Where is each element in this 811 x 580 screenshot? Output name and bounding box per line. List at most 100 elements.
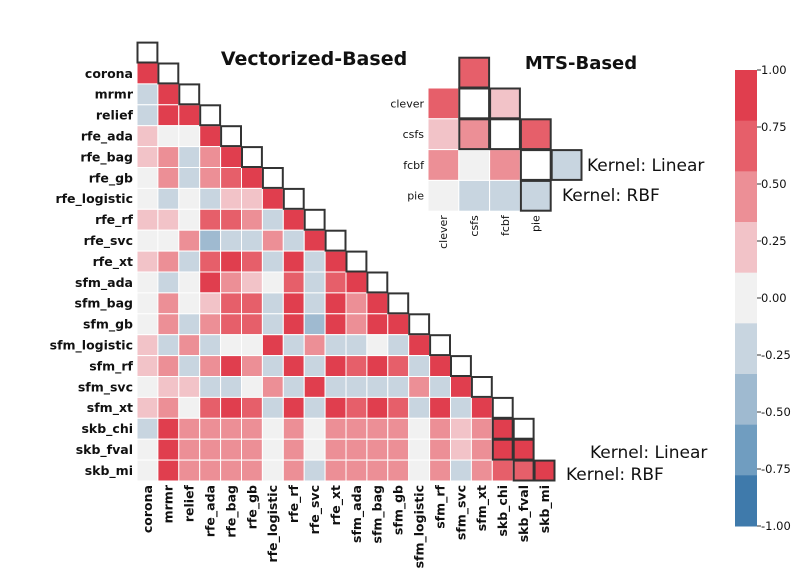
heat-cell-sfm_xt-sfm_xt	[470, 396, 493, 419]
heat-cell-rfe_xt-rfe_xt	[324, 250, 347, 273]
heat-cell-rfe_xt-rfe_bag	[220, 250, 243, 273]
heat-cell-rfe_bag-rfe_ada	[199, 146, 222, 169]
row-label-skb_fval: skb_fval	[76, 442, 133, 458]
col-label-skb_chi: skb_chi	[495, 485, 511, 537]
heat-cell-skb_mi-relief	[178, 459, 201, 482]
heat-cell-skb_mi-skb_chi	[491, 459, 514, 482]
heat-cell-skb_fval-rfe_rf	[282, 438, 305, 461]
heat-cell-skb_chi-rfe_rf	[282, 417, 305, 440]
heat-cell-sfm_svc-mrmr	[157, 376, 180, 398]
heat-cell-sfm_logistic-sfm_logistic	[408, 334, 431, 357]
heat-cell-pie-csfs	[458, 179, 491, 212]
heat-cell-skb_mi-sfm_logistic	[408, 459, 431, 482]
heat-cell-rfe_rf-corona	[136, 208, 159, 231]
col-label-fcbf: fcbf	[499, 214, 512, 236]
heat-cell-rfe_logistic-corona	[136, 187, 159, 210]
heat-cell-rfe_xt-mrmr	[157, 250, 180, 273]
col-label-rfe_xt: rfe_xt	[328, 485, 344, 525]
heat-cell-sfm_gb-rfe_svc	[303, 313, 326, 336]
row-label-rfe_xt: rfe_xt	[93, 254, 133, 270]
vec-kernel-linear-annotation: Kernel: Linear	[590, 443, 707, 463]
row-label-rfe_bag: rfe_bag	[80, 149, 133, 165]
heat-cell-fcbf-csfs	[458, 149, 491, 181]
colorbar-segment-4	[735, 272, 757, 324]
heat-cell-rfe_ada-corona	[136, 125, 159, 148]
heat-cell-skb_fval-sfm_svc	[450, 438, 472, 461]
col-label-sfm_gb: sfm_gb	[391, 485, 407, 535]
heat-cell-skb_chi-sfm_xt	[470, 417, 493, 440]
colorbar-tick-label-5: -0.25	[761, 348, 791, 362]
heat-cell-sfm_logistic-rfe_xt	[324, 334, 347, 357]
heat-cell-sfm_svc-sfm_bag	[366, 376, 389, 398]
heat-cell-skb_chi-sfm_ada	[345, 417, 368, 440]
heat-cell-sfm_xt-rfe_bag	[220, 396, 243, 419]
heat-cell-sfm_logistic-sfm_ada	[345, 334, 368, 357]
heat-cell-rfe_svc-rfe_bag	[220, 229, 243, 252]
outlined-cell-22	[512, 459, 535, 482]
heat-cell-skb_fval-sfm_gb	[387, 438, 410, 461]
row-label-rfe_gb: rfe_gb	[89, 170, 133, 186]
heat-cell-rfe_xt-relief	[178, 250, 201, 273]
heat-cell-corona-corona	[136, 62, 159, 85]
outlined-cell-16	[470, 376, 493, 398]
heat-cell-rfe_bag-rfe_bag	[220, 146, 243, 169]
heat-cell-sfm_svc-sfm_logistic	[408, 376, 431, 398]
heat-cell-sfm_ada-rfe_svc	[303, 271, 326, 294]
outlined-cell-5	[241, 146, 263, 169]
heat-cell-skb_mi-sfm_ada	[345, 459, 368, 482]
heat-cell-sfm_logistic-rfe_svc	[303, 334, 326, 357]
row-label-skb_chi: skb_chi	[81, 421, 133, 437]
heat-cell-sfm_logistic-sfm_gb	[387, 334, 410, 357]
colorbar-segment-0	[735, 70, 757, 122]
heat-cell-sfm_logistic-mrmr	[157, 334, 180, 357]
outlined-cell-0	[136, 41, 159, 64]
row-label-sfm_xt: sfm_xt	[87, 400, 133, 416]
heat-cell-sfm_logistic-rfe_ada	[199, 334, 222, 357]
heat-cell-sfm_xt-rfe_logistic	[261, 396, 284, 419]
heat-cell-rfe_bag-relief	[178, 146, 201, 169]
heat-cell-rfe_logistic-rfe_gb	[241, 187, 263, 210]
heat-cell-sfm_xt-sfm_rf	[429, 396, 452, 419]
col-label-sfm_rf: sfm_rf	[432, 484, 448, 528]
row-label-sfm_gb: sfm_gb	[83, 317, 133, 333]
heat-cell-skb_fval-corona	[136, 438, 159, 461]
mts-title: MTS-Based	[525, 53, 637, 74]
col-label-rfe_gb: rfe_gb	[244, 485, 260, 529]
outlined-cell-6	[261, 167, 284, 189]
heat-cell-rfe_rf-mrmr	[157, 208, 180, 231]
heat-cell-sfm_logistic-relief	[178, 334, 201, 357]
heat-cell-sfm_svc-corona	[136, 376, 159, 398]
heat-cell-rfe_logistic-rfe_logistic	[261, 187, 284, 210]
col-label-skb_mi: skb_mi	[537, 485, 553, 533]
heat-cell-sfm_logistic-rfe_rf	[282, 334, 305, 357]
heat-cell-sfm_xt-rfe_rf	[282, 396, 305, 419]
heat-cell-mrmr-mrmr	[157, 83, 180, 106]
heat-cell-sfm_rf-mrmr	[157, 355, 180, 378]
vec-kernel-rbf-annotation: Kernel: RBF	[566, 465, 664, 485]
row-label-sfm_svc: sfm_svc	[78, 379, 133, 395]
colorbar-segment-5	[735, 323, 757, 375]
row-label-csfs: csfs	[403, 128, 425, 141]
outlined-cell-4	[220, 125, 243, 148]
heat-cell-sfm_xt-relief	[178, 396, 201, 419]
heat-cell-skb_chi-sfm_logistic	[408, 417, 431, 440]
heat-cell-fcbf-clever	[427, 149, 460, 181]
heat-cell-sfm_logistic-rfe_bag	[220, 334, 243, 357]
row-label-mrmr: mrmr	[95, 87, 134, 102]
heat-cell-csfs-clever	[427, 118, 460, 151]
col-label-relief: relief	[182, 484, 197, 522]
outlined-cell-4	[489, 118, 521, 151]
col-label-corona: corona	[140, 485, 155, 533]
heat-cell-mrmr-corona	[136, 83, 159, 106]
heat-cell-skb_mi-corona	[136, 459, 159, 482]
row-label-sfm_ada: sfm_ada	[75, 275, 133, 291]
heat-cell-sfm_xt-rfe_svc	[303, 396, 326, 419]
outlined-cell-9	[324, 229, 347, 252]
row-label-pie: pie	[407, 190, 424, 203]
heat-cell-sfm_xt-sfm_gb	[387, 396, 410, 419]
heat-cell-skb_mi-rfe_rf	[282, 459, 305, 482]
outlined-cell-12	[387, 292, 410, 315]
heat-cell-rfe_ada-rfe_ada	[199, 125, 222, 148]
heat-cell-skb_fval-rfe_svc	[303, 438, 326, 461]
colorbar-segment-7	[735, 424, 757, 476]
